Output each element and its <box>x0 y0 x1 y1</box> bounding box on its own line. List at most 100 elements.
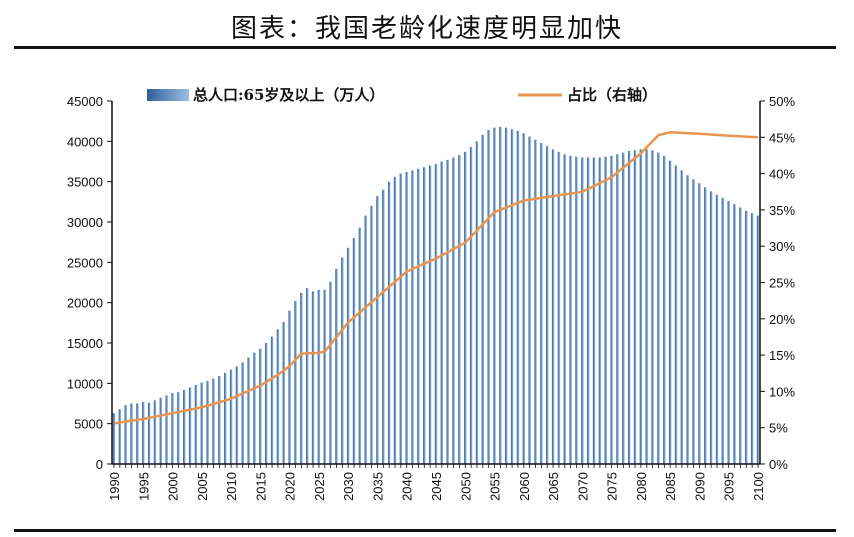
bar-2080 <box>639 149 643 464</box>
bar-2000 <box>171 393 174 464</box>
x-tick-label: 2040 <box>400 472 415 501</box>
x-tick-label: 2085 <box>663 472 678 501</box>
bar-2032 <box>358 227 362 464</box>
bar-2065 <box>551 149 555 464</box>
right-tick-label: 10% <box>769 384 795 399</box>
right-tick-label: 45% <box>769 130 795 145</box>
bottom-rule <box>14 529 836 532</box>
bar-2074 <box>604 156 607 464</box>
x-tick-label: 2095 <box>722 472 737 501</box>
bar-2055 <box>493 127 496 465</box>
right-tick-label: 20% <box>769 312 795 327</box>
bar-2100 <box>756 215 760 464</box>
bar-2073 <box>598 157 602 464</box>
left-tick-label: 5000 <box>74 417 103 432</box>
x-tick-label: 2005 <box>195 472 210 501</box>
bar-2011 <box>235 366 239 464</box>
bar-1995 <box>142 401 145 464</box>
left-tick-label: 35000 <box>67 175 103 190</box>
bar-2075 <box>610 155 613 464</box>
bar-2081 <box>645 149 648 464</box>
bar-2098 <box>745 210 748 464</box>
bar-2038 <box>393 176 397 464</box>
right-tick-label: 35% <box>769 203 795 218</box>
bar-2097 <box>739 207 742 465</box>
bar-2087 <box>680 170 684 464</box>
bar-2044 <box>428 165 432 465</box>
left-tick-label: 30000 <box>67 215 103 230</box>
bar-2034 <box>370 205 373 464</box>
right-tick-label: 25% <box>769 276 795 291</box>
bar-1990 <box>112 413 116 464</box>
right-tick-label: 30% <box>769 239 795 254</box>
left-tick-label: 25000 <box>67 255 103 270</box>
bar-2007 <box>212 378 215 464</box>
right-tick-label: 0% <box>769 457 788 472</box>
bar-2013 <box>247 357 250 464</box>
x-tick-label: 2000 <box>166 472 181 501</box>
bar-2056 <box>499 126 502 465</box>
bar-2049 <box>458 155 461 464</box>
bar-1996 <box>147 402 151 464</box>
x-tick-label: 1990 <box>107 472 122 501</box>
bar-2070 <box>581 157 584 464</box>
x-tick-label: 2025 <box>312 472 327 501</box>
bar-2085 <box>668 160 672 464</box>
bar-2037 <box>387 181 391 464</box>
bar-1998 <box>159 397 163 464</box>
bar-2020 <box>288 310 291 464</box>
x-tick-label: 2075 <box>605 472 620 501</box>
bar-2035 <box>376 196 379 465</box>
bar-2001 <box>177 392 180 464</box>
bar-2019 <box>282 322 285 464</box>
bar-1992 <box>124 405 127 464</box>
bar-2052 <box>475 141 479 465</box>
bar-2047 <box>446 159 449 465</box>
x-tick-label: 2060 <box>517 472 532 501</box>
bar-2028 <box>335 268 338 464</box>
bar-1994 <box>136 403 139 464</box>
bar-2023 <box>306 288 309 464</box>
x-tick-label: 2090 <box>692 472 707 501</box>
bar-2099 <box>750 213 754 464</box>
bar-2016 <box>265 343 268 464</box>
bar-2041 <box>411 170 414 464</box>
bar-2042 <box>417 168 420 464</box>
legend-bar-label: 总人口:65岁及以上（万人） <box>193 86 384 104</box>
bar-2090 <box>698 183 701 464</box>
bar-2069 <box>575 156 578 464</box>
left-tick-label: 10000 <box>67 376 103 391</box>
x-tick-label: 2020 <box>283 472 298 501</box>
bar-2003 <box>188 387 192 464</box>
bar-2030 <box>346 247 350 464</box>
x-tick-label: 2080 <box>634 472 649 501</box>
left-tick-label: 15000 <box>67 336 103 351</box>
x-tick-label: 2065 <box>546 472 561 501</box>
bar-2096 <box>733 204 736 464</box>
bar-2005 <box>200 382 204 464</box>
bar-2094 <box>721 197 725 465</box>
ratio-line <box>113 130 759 425</box>
bar-2077 <box>622 152 625 465</box>
left-tick-label: 45000 <box>67 94 103 109</box>
bar-2025 <box>317 289 321 464</box>
bar-2092 <box>709 191 713 464</box>
bar-2076 <box>616 154 619 465</box>
bar-2048 <box>452 157 455 464</box>
bar-2064 <box>546 146 549 464</box>
bar-2083 <box>657 152 660 465</box>
bar-2017 <box>270 336 274 464</box>
bar-2086 <box>674 165 678 465</box>
legend-line-label: 占比（右轴） <box>567 86 657 104</box>
left-tick-label: 20000 <box>67 296 103 311</box>
x-tick-label: 1995 <box>136 472 151 501</box>
bar-2057 <box>505 127 508 465</box>
bar-2029 <box>341 257 344 464</box>
bar-2014 <box>253 352 256 464</box>
bar-2082 <box>651 150 654 464</box>
bar-2012 <box>241 362 244 464</box>
chart-title: 图表：我国老龄化速度明显加快 <box>230 14 623 44</box>
bar-2084 <box>663 155 666 464</box>
bar-2060 <box>522 133 526 464</box>
x-tick-label: 2100 <box>751 472 766 501</box>
